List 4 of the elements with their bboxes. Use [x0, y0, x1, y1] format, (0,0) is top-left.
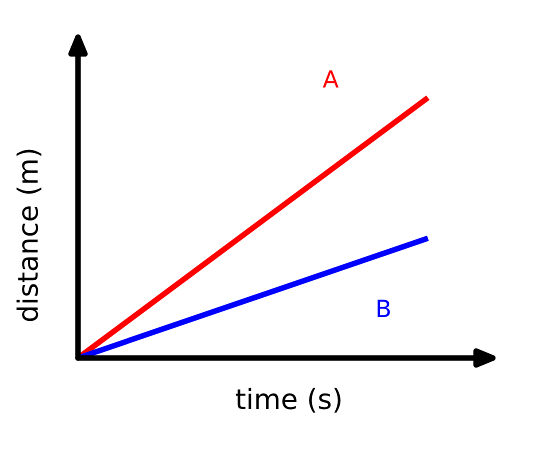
series-label: B	[378, 300, 390, 317]
y-axis-title: distance (m)	[16, 150, 42, 322]
x-axis-title: time (s)	[236, 388, 340, 413]
text: A	[322, 70, 339, 88]
